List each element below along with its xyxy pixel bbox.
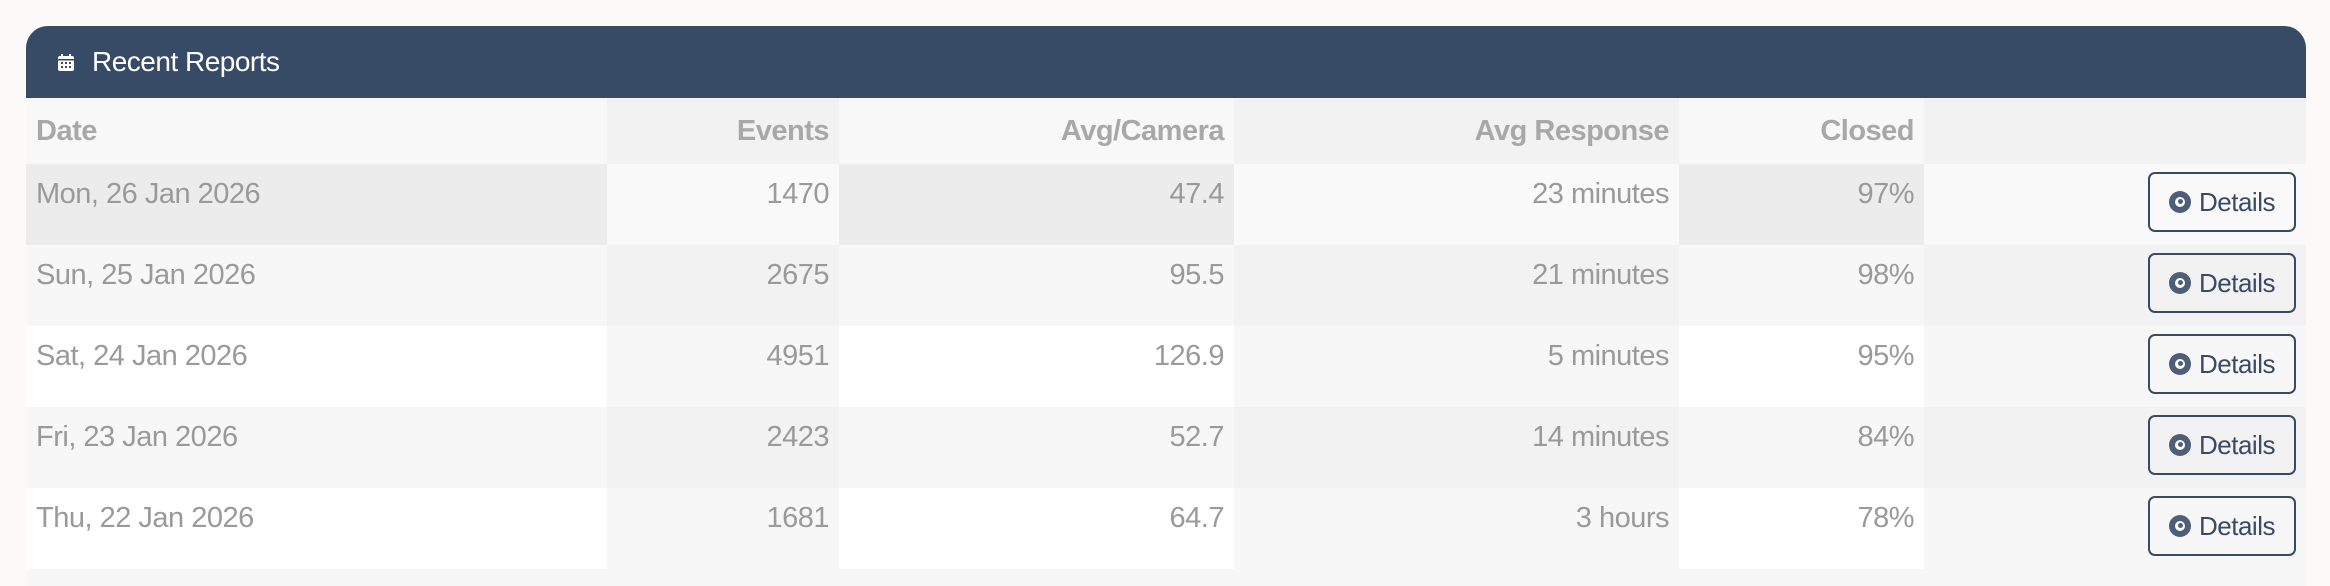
avg-response-cell: 5 minutes <box>1234 326 1679 407</box>
details-button[interactable]: Details <box>2148 496 2296 556</box>
actions-cell: Details <box>1924 407 2306 488</box>
details-label: Details <box>2199 429 2275 460</box>
date-cell: Sat, 24 Jan 2026 <box>26 326 607 407</box>
details-label: Details <box>2199 267 2275 298</box>
card-title: Recent Reports <box>92 46 280 77</box>
details-button[interactable]: Details <box>2148 334 2296 394</box>
closed-cell: 84% <box>1679 407 1924 488</box>
avg-camera-cell: 95.5 <box>839 245 1234 326</box>
column-header-date[interactable]: Date <box>26 98 607 164</box>
details-label: Details <box>2199 348 2275 379</box>
details-button[interactable]: Details <box>2148 253 2296 313</box>
events-cell: 1681 <box>607 488 839 569</box>
details-button[interactable]: Details <box>2148 415 2296 475</box>
table-row: Sun, 25 Jan 2026 2675 95.5 21 minutes 98… <box>26 245 2306 326</box>
closed-cell: 95% <box>1679 326 1924 407</box>
column-header-events[interactable]: Events <box>607 98 839 164</box>
avg-response-cell: 14 minutes <box>1234 407 1679 488</box>
column-header-closed[interactable]: Closed <box>1679 98 1924 164</box>
eye-icon <box>2169 515 2191 537</box>
details-button[interactable]: Details <box>2148 172 2296 232</box>
avg-camera-cell: 126.9 <box>839 326 1234 407</box>
avg-camera-cell: 52.7 <box>839 407 1234 488</box>
actions-cell: Details <box>1924 488 2306 569</box>
table-row: Fri, 23 Jan 2026 2423 52.7 14 minutes 84… <box>26 407 2306 488</box>
eye-icon <box>2169 353 2191 375</box>
avg-camera-cell: 47.4 <box>839 164 1234 245</box>
closed-cell: 97% <box>1679 164 1924 245</box>
table-row: Mon, 26 Jan 2026 1470 47.4 23 minutes 97… <box>26 164 2306 245</box>
column-header-actions <box>1924 98 2306 164</box>
date-cell: Thu, 22 Jan 2026 <box>26 488 607 569</box>
reports-table: Date Events Avg/Camera Avg Response Clos… <box>26 98 2306 569</box>
calendar-icon <box>58 53 74 71</box>
avg-camera-cell: 64.7 <box>839 488 1234 569</box>
column-header-avg-camera[interactable]: Avg/Camera <box>839 98 1234 164</box>
eye-icon <box>2169 272 2191 294</box>
events-cell: 1470 <box>607 164 839 245</box>
events-cell: 2423 <box>607 407 839 488</box>
details-label: Details <box>2199 510 2275 541</box>
eye-icon <box>2169 434 2191 456</box>
avg-response-cell: 3 hours <box>1234 488 1679 569</box>
eye-icon <box>2169 191 2191 213</box>
actions-cell: Details <box>1924 326 2306 407</box>
closed-cell: 78% <box>1679 488 1924 569</box>
card-header: Recent Reports <box>26 26 2306 98</box>
table-row: Thu, 22 Jan 2026 1681 64.7 3 hours 78% D… <box>26 488 2306 569</box>
table-header-row: Date Events Avg/Camera Avg Response Clos… <box>26 98 2306 164</box>
date-cell: Fri, 23 Jan 2026 <box>26 407 607 488</box>
column-header-avg-response[interactable]: Avg Response <box>1234 98 1679 164</box>
closed-cell: 98% <box>1679 245 1924 326</box>
avg-response-cell: 21 minutes <box>1234 245 1679 326</box>
table-row: Sat, 24 Jan 2026 4951 126.9 5 minutes 95… <box>26 326 2306 407</box>
recent-reports-card: Recent Reports Date Events Avg/Camera Av… <box>26 26 2306 586</box>
date-cell: Sun, 25 Jan 2026 <box>26 245 607 326</box>
actions-cell: Details <box>1924 245 2306 326</box>
events-cell: 4951 <box>607 326 839 407</box>
date-cell: Mon, 26 Jan 2026 <box>26 164 607 245</box>
details-label: Details <box>2199 186 2275 217</box>
avg-response-cell: 23 minutes <box>1234 164 1679 245</box>
events-cell: 2675 <box>607 245 839 326</box>
actions-cell: Details <box>1924 164 2306 245</box>
